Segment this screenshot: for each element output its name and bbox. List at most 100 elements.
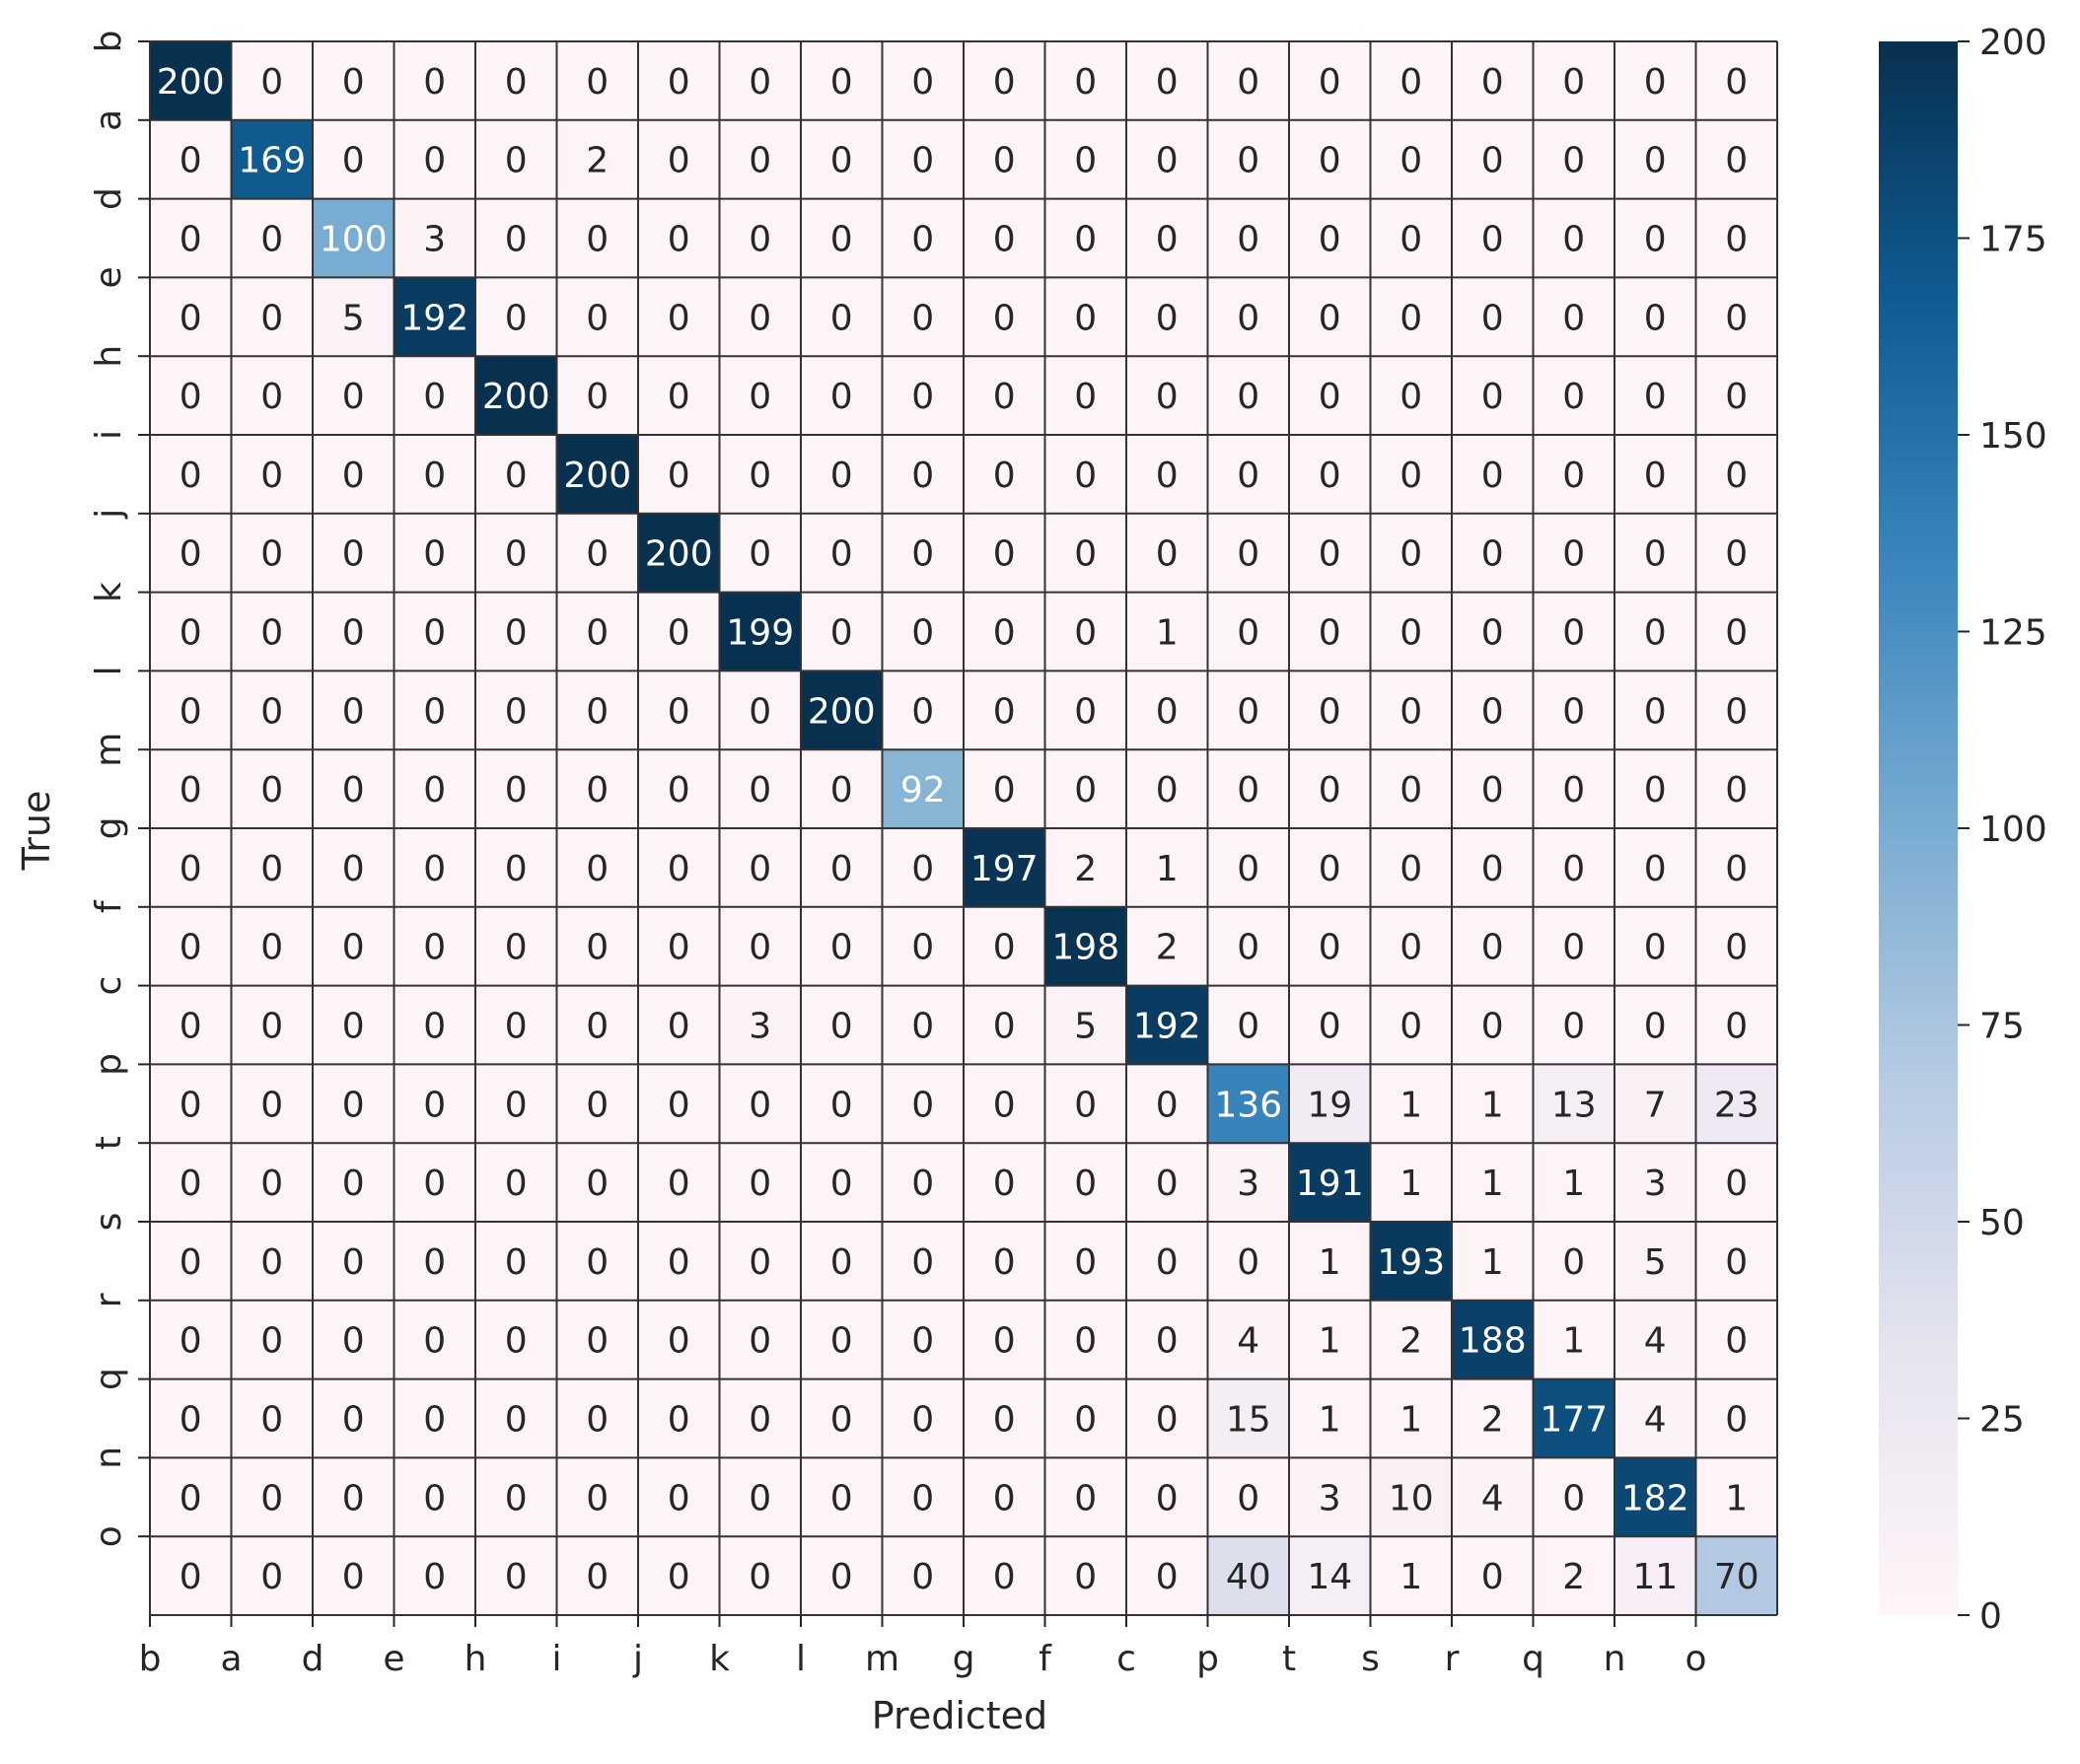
cell-value-label: 0 <box>1644 691 1667 732</box>
heatmap-cell <box>1695 41 1778 121</box>
heatmap-cell <box>150 1536 232 1616</box>
cell-value-label: 0 <box>586 62 609 103</box>
cell-value-label: 192 <box>400 298 468 338</box>
cell-value-label: 0 <box>1644 62 1667 103</box>
heatmap-cell <box>1126 985 1208 1065</box>
cell-value-label: 0 <box>1562 534 1585 575</box>
heatmap-cell <box>475 1300 557 1380</box>
y-tick-label: l <box>89 666 129 675</box>
heatmap-cell <box>394 198 476 278</box>
cell-value-label: 0 <box>911 928 934 968</box>
cell-value-label: 2 <box>1156 928 1179 968</box>
cell-value-label: 0 <box>1319 377 1341 417</box>
heatmap-cell <box>638 1143 720 1223</box>
cell-value-label: 0 <box>830 849 853 889</box>
heatmap-cell <box>1533 198 1615 278</box>
heatmap-cell <box>1614 119 1696 200</box>
cell-value-label: 0 <box>260 534 283 575</box>
heatmap-cell <box>556 985 639 1065</box>
heatmap-cell <box>556 198 639 278</box>
cell-value-label: 0 <box>668 770 690 811</box>
heatmap-cell <box>1126 906 1208 987</box>
cell-value-label: 1 <box>1399 1557 1422 1597</box>
heatmap-cell <box>801 670 883 750</box>
heatmap-cell <box>1533 1064 1615 1144</box>
cell-value-label: 0 <box>830 1085 853 1125</box>
cell-value-label: 0 <box>1319 62 1341 103</box>
cell-value-label: 0 <box>668 691 690 732</box>
cell-value-label: 0 <box>749 691 771 732</box>
cell-value-label: 0 <box>1481 1557 1504 1597</box>
cell-value-label: 0 <box>749 1085 771 1125</box>
heatmap-cell <box>964 119 1045 200</box>
cell-value-label: 0 <box>1562 1007 1585 1047</box>
heatmap-cell <box>394 435 476 515</box>
cell-value-label: 0 <box>749 1478 771 1518</box>
x-tick-label: t <box>1282 1639 1296 1679</box>
heatmap-cell <box>964 1064 1045 1144</box>
cell-value-label: 0 <box>1319 770 1341 811</box>
x-tick-label: q <box>1522 1639 1544 1679</box>
heatmap-cell <box>556 906 639 987</box>
cell-value-label: 0 <box>668 456 690 496</box>
heatmap-cell <box>638 670 720 750</box>
heatmap-cell <box>1207 670 1290 750</box>
heatmap-cell <box>964 1300 1045 1380</box>
cell-value-label: 0 <box>911 1164 934 1204</box>
cell-value-label: 0 <box>1237 141 1259 181</box>
cell-value-label: 0 <box>1481 377 1504 417</box>
heatmap-cell <box>150 1064 232 1144</box>
heatmap-cell <box>801 749 883 829</box>
cell-value-label: 0 <box>423 1242 446 1283</box>
heatmap-cell <box>394 906 476 987</box>
cell-value-label: 0 <box>993 691 1016 732</box>
cell-value-label: 92 <box>900 770 946 811</box>
heatmap-cell <box>1207 749 1290 829</box>
cell-value-label: 2 <box>1481 1400 1504 1441</box>
y-tick-label: p <box>89 1053 129 1076</box>
heatmap-cell <box>1044 1457 1127 1537</box>
cell-value-label: 0 <box>505 141 528 181</box>
cell-value-label: 193 <box>1377 1242 1445 1283</box>
heatmap-cell <box>1533 277 1615 357</box>
cell-value-label: 0 <box>1481 849 1504 889</box>
cell-value-label: 5 <box>342 298 365 338</box>
heatmap-cell <box>313 435 394 515</box>
cell-value-label: 5 <box>1644 1242 1667 1283</box>
cell-value-label: 0 <box>993 1007 1016 1047</box>
cell-value-label: 0 <box>1725 928 1748 968</box>
cell-value-label: 0 <box>1399 377 1422 417</box>
heatmap-cell <box>1126 749 1208 829</box>
heatmap-cell <box>1614 1222 1696 1302</box>
colorbar-tick-label: 75 <box>1979 1007 2025 1047</box>
heatmap-cell <box>1370 119 1453 200</box>
heatmap-cell <box>1695 985 1778 1065</box>
heatmap-cell <box>150 1378 232 1458</box>
heatmap-cell <box>882 1378 965 1458</box>
cell-value-label: 0 <box>423 613 446 654</box>
heatmap-cell <box>1044 670 1127 750</box>
heatmap-cell <box>1452 906 1534 987</box>
heatmap-cell <box>150 670 232 750</box>
cell-value-label: 0 <box>1725 534 1748 575</box>
cell-value-label: 0 <box>423 62 446 103</box>
heatmap-cell <box>1370 1143 1453 1223</box>
cell-value-label: 0 <box>1237 770 1259 811</box>
cell-value-label: 0 <box>342 62 365 103</box>
heatmap-cell <box>1044 198 1127 278</box>
heatmap-cell <box>1289 828 1371 908</box>
heatmap-cell <box>719 41 802 121</box>
heatmap-cell <box>556 1457 639 1537</box>
heatmap-cell <box>719 1143 802 1223</box>
cell-value-label: 0 <box>911 220 934 260</box>
heatmap-cell <box>150 1222 232 1302</box>
cell-value-label: 0 <box>423 1478 446 1518</box>
y-tick-label: c <box>89 976 129 996</box>
heatmap-cell <box>1207 198 1290 278</box>
x-tick-label: b <box>139 1639 162 1679</box>
cell-value-label: 0 <box>911 849 934 889</box>
cell-value-label: 0 <box>423 456 446 496</box>
heatmap-cell <box>556 41 639 121</box>
cell-value-label: 0 <box>1725 1242 1748 1283</box>
cell-value-label: 0 <box>830 1242 853 1283</box>
